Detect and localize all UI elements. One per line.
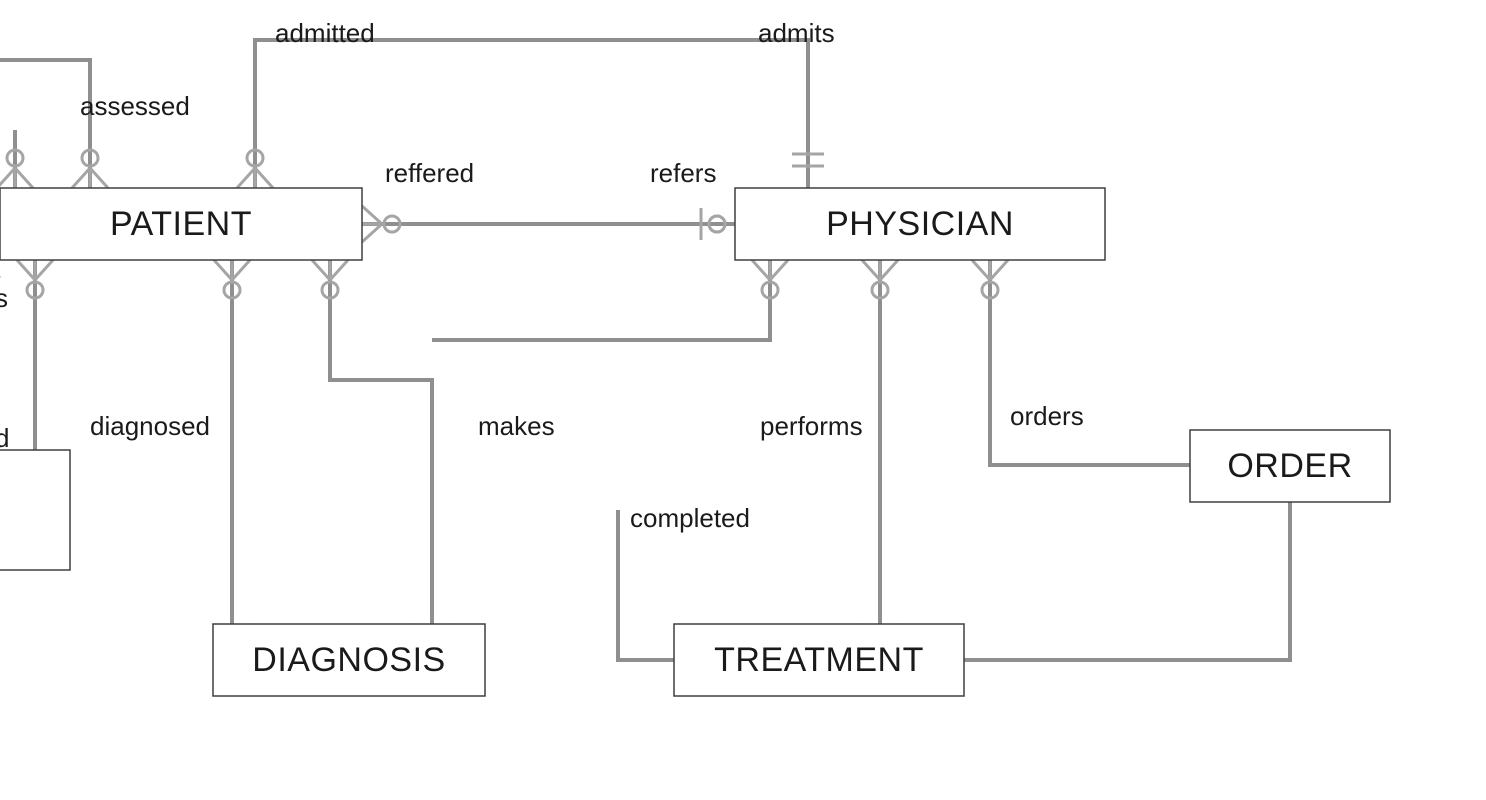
edge-label: orders — [1010, 401, 1084, 431]
entity-label: PATIENT — [110, 205, 252, 243]
edge-label: performs — [760, 411, 863, 441]
edge-label: s — [0, 283, 8, 313]
entity-label: TREATMENT — [714, 641, 924, 679]
entity-diagnosis: DIAGNOSIS — [213, 624, 485, 696]
edge-physician-makes-diagnosis — [432, 260, 770, 340]
edge-label: makes — [478, 411, 555, 441]
entity-patient: PATIENT — [0, 188, 362, 260]
entity-label: DIAGNOSIS — [252, 641, 445, 679]
edge-label: diagnosed — [90, 411, 210, 441]
edges-layer — [0, 40, 1290, 660]
edge-label: completed — [630, 503, 750, 533]
edge-order-treatment — [964, 502, 1290, 660]
entity-treatment: TREATMENT — [674, 624, 964, 696]
edge-label: assessed — [80, 91, 190, 121]
er-diagram-canvas: reffered refers admitted admits assessed s d di… — [0, 0, 1486, 800]
entity-label: PHYSICIAN — [826, 205, 1014, 243]
entity-label: ORDER — [1227, 447, 1352, 485]
edge-label: admits — [758, 18, 835, 48]
edge-patient-physician-admits — [255, 40, 808, 188]
edge-patient-diagnosis-2 — [330, 260, 432, 624]
edge-physician-orders-order — [990, 260, 1190, 465]
entity-bed_partial — [0, 450, 70, 570]
entity-physician: PHYSICIAN — [735, 188, 1105, 260]
edge-label: reffered — [385, 158, 474, 188]
edge-label: refers — [650, 158, 716, 188]
edge-label: admitted — [275, 18, 375, 48]
edge-label: d — [0, 423, 9, 453]
entity-order: ORDER — [1190, 430, 1390, 502]
